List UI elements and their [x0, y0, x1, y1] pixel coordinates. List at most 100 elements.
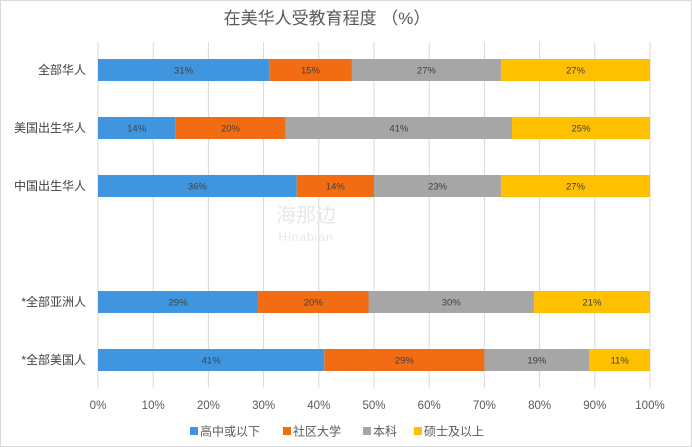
data-label-value: 27	[566, 182, 577, 193]
data-label: 15%	[301, 66, 321, 77]
category-label: *全部亚洲人	[21, 294, 86, 309]
x-axis-tick-labels: 0% 10% 20% 30% 40% 50% 60% 70% 80% 90% 100%	[90, 400, 665, 412]
bar-segment	[98, 175, 297, 197]
legend-item: 高中或以下	[190, 424, 260, 439]
data-label-unit: %	[312, 66, 321, 77]
x-tick-value: 100	[635, 400, 654, 412]
data-label-unit: %	[336, 182, 345, 193]
bar-segment	[98, 117, 176, 139]
data-label: 27%	[566, 182, 586, 193]
bar-segment	[98, 349, 325, 371]
data-label: 41%	[389, 124, 409, 135]
data-label: 29%	[395, 356, 415, 367]
x-tick-value: 20	[197, 400, 210, 412]
data-label-value: 11	[610, 356, 620, 367]
bar-segment	[324, 349, 485, 371]
x-tick-value: 40	[307, 400, 320, 412]
x-tick-label: 60%	[418, 400, 441, 412]
x-tick-unit: %	[430, 400, 440, 412]
legend-swatch	[414, 427, 422, 435]
bar-segment	[534, 291, 650, 313]
category-label: 美国出生华人	[14, 121, 86, 135]
x-tick-value: 10	[142, 400, 155, 412]
x-tick-unit: %	[320, 400, 330, 412]
x-tick-unit: %	[596, 400, 606, 412]
gridlines	[97, 42, 651, 388]
x-tick-label: 10%	[142, 400, 165, 412]
legend-label: 本科	[373, 425, 397, 439]
legend-swatch	[363, 427, 371, 435]
x-tick-label: 70%	[473, 400, 496, 412]
x-tick-value: 70	[473, 400, 486, 412]
data-label: 20%	[304, 298, 324, 309]
bar-segment	[285, 117, 512, 139]
data-label-unit: %	[232, 124, 241, 135]
data-label-value: 27	[566, 66, 577, 77]
data-label-unit: %	[582, 124, 591, 135]
legend-label: 硕士及以上	[424, 425, 484, 439]
data-label-unit: %	[198, 182, 207, 193]
bar-segment	[98, 291, 259, 313]
x-tick-value: 50	[362, 400, 375, 412]
bar-segment	[351, 59, 501, 81]
x-tick-value: 80	[528, 400, 541, 412]
legend-item: 社区大学	[283, 424, 341, 439]
bar-segment	[258, 291, 369, 313]
x-tick-label: 0%	[90, 400, 107, 412]
data-label: 41%	[202, 356, 222, 367]
data-label-value: 30	[442, 298, 453, 309]
data-label-unit: %	[405, 356, 414, 367]
data-label: 20%	[221, 124, 241, 135]
data-label: 23%	[428, 182, 448, 193]
category-label: 全部华人	[38, 62, 86, 77]
legend-label: 高中或以下	[200, 424, 260, 439]
data-label-unit: %	[452, 298, 461, 309]
x-tick-label: 100%	[635, 400, 664, 412]
data-label-value: 20	[304, 298, 315, 309]
data-label-unit: %	[212, 356, 221, 367]
data-label-unit: %	[577, 66, 586, 77]
bar-segment	[368, 291, 535, 313]
data-label-unit: %	[439, 182, 448, 193]
data-label-value: 19	[527, 356, 538, 367]
data-label-unit: %	[179, 298, 188, 309]
data-label-value: 36	[188, 182, 199, 193]
data-label-value: 14	[326, 182, 337, 193]
legend-item: 硕士及以上	[414, 425, 484, 439]
x-tick-value: 90	[583, 400, 596, 412]
watermark-cn-text: 海那边	[276, 204, 336, 227]
x-tick-unit: %	[375, 400, 385, 412]
data-label-value: 25	[571, 124, 582, 135]
data-label: 19%	[527, 356, 547, 367]
chart-title: 在美华人受教育程度 （%）	[224, 9, 431, 28]
data-label-value: 41	[202, 356, 213, 367]
data-label-unit: %	[593, 298, 602, 309]
x-tick-value: 30	[252, 400, 265, 412]
data-label-unit: %	[428, 66, 437, 77]
x-tick-label: 20%	[197, 400, 220, 412]
x-tick-label: 40%	[307, 400, 330, 412]
x-tick-label: 80%	[528, 400, 551, 412]
bar-segments: 31% 15% 27% 27%14% 20% 41% 25%36% 14% 23% 27%29% 2…	[98, 59, 650, 371]
bar-segment	[589, 349, 650, 371]
data-label: 25%	[571, 124, 591, 135]
bar-segment	[500, 175, 650, 197]
category-label: *全部美国人	[21, 352, 86, 367]
data-label-value: 31	[174, 66, 185, 77]
legend-item: 本科	[363, 425, 397, 439]
data-label-value: 14	[127, 124, 138, 135]
data-label-unit: %	[314, 298, 323, 309]
data-label: 14%	[326, 182, 346, 193]
data-label-value: 41	[389, 124, 400, 135]
data-label-value: 15	[301, 66, 312, 77]
data-label: 36%	[188, 182, 208, 193]
x-tick-label: 50%	[362, 400, 385, 412]
data-label-value: 29	[169, 298, 180, 309]
legend-swatch	[283, 427, 291, 435]
bar-segment	[512, 117, 650, 139]
data-label: 31%	[174, 66, 194, 77]
legend-label: 社区大学	[293, 424, 341, 439]
data-label-value: 20	[221, 124, 232, 135]
data-label-unit: %	[538, 356, 547, 367]
data-label-unit: %	[577, 182, 586, 193]
